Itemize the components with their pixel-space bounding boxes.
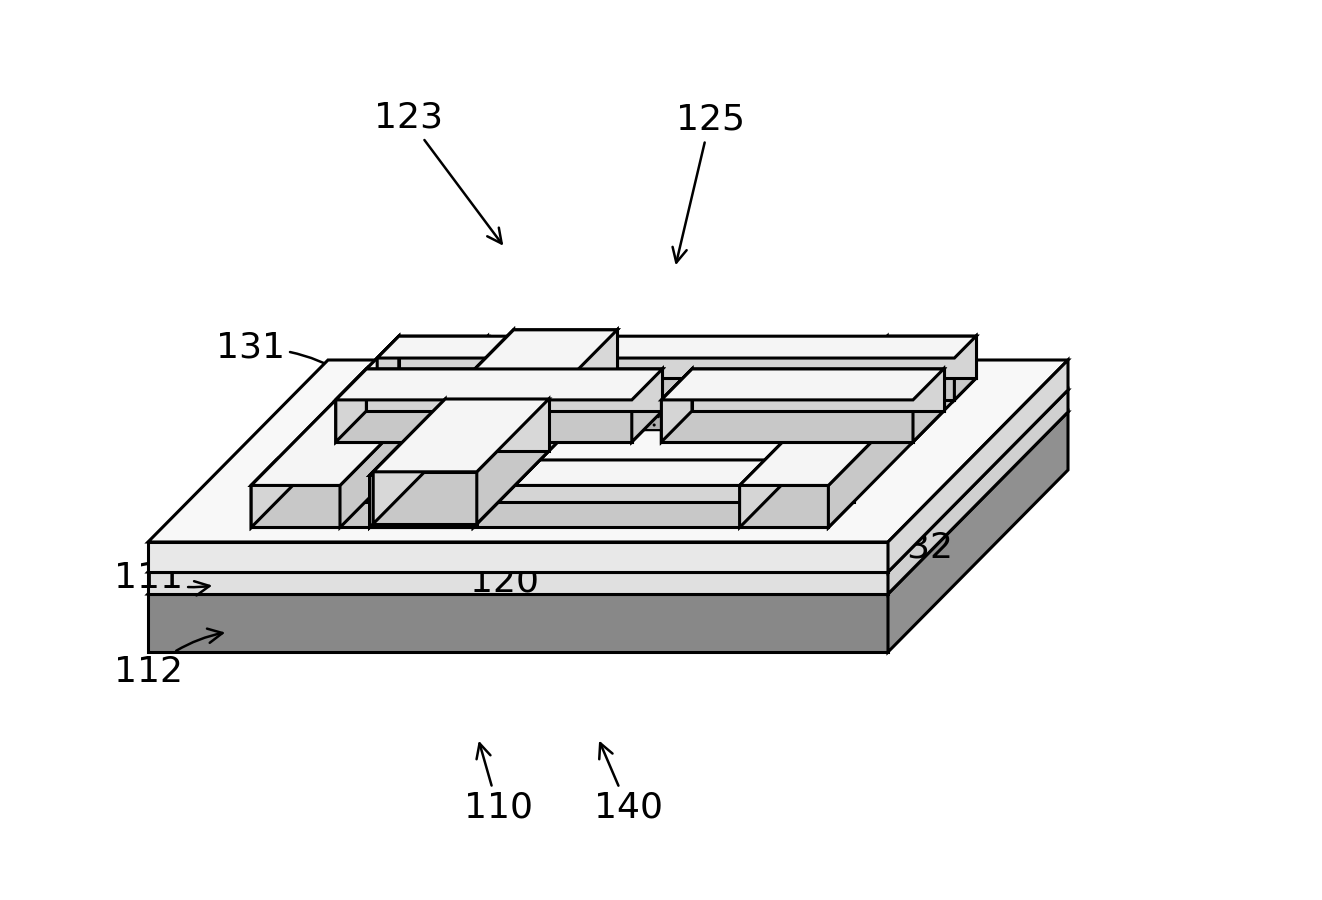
Text: 120: 120 (471, 554, 539, 599)
Polygon shape (399, 337, 488, 378)
Polygon shape (377, 358, 954, 400)
Polygon shape (691, 369, 944, 411)
Polygon shape (661, 400, 914, 442)
Polygon shape (251, 337, 399, 527)
Polygon shape (276, 460, 854, 502)
Polygon shape (370, 475, 473, 527)
Polygon shape (888, 360, 1068, 572)
Polygon shape (148, 390, 1068, 572)
Polygon shape (370, 329, 514, 527)
Polygon shape (370, 329, 617, 475)
Polygon shape (739, 337, 887, 527)
Polygon shape (739, 485, 829, 527)
Polygon shape (336, 369, 662, 400)
Polygon shape (632, 369, 662, 442)
Text: 125: 125 (673, 103, 744, 263)
Polygon shape (477, 399, 549, 524)
Polygon shape (251, 485, 829, 527)
Polygon shape (914, 369, 944, 442)
Polygon shape (336, 400, 632, 442)
Polygon shape (337, 403, 941, 430)
Polygon shape (370, 475, 473, 527)
Polygon shape (373, 472, 477, 524)
Polygon shape (373, 399, 549, 472)
Text: 123: 123 (374, 101, 501, 244)
Polygon shape (887, 337, 976, 378)
Polygon shape (377, 337, 399, 400)
Polygon shape (336, 400, 632, 442)
Polygon shape (340, 337, 488, 527)
Polygon shape (366, 369, 662, 411)
Polygon shape (829, 337, 976, 527)
Polygon shape (473, 329, 617, 527)
Polygon shape (148, 572, 888, 594)
Polygon shape (514, 329, 617, 382)
Polygon shape (473, 329, 617, 527)
Polygon shape (148, 412, 1068, 594)
Polygon shape (148, 594, 888, 652)
Polygon shape (661, 369, 944, 400)
Polygon shape (337, 403, 941, 430)
Polygon shape (373, 399, 446, 524)
Polygon shape (251, 337, 488, 485)
Polygon shape (661, 369, 691, 442)
Polygon shape (336, 369, 366, 442)
Polygon shape (251, 460, 854, 485)
Polygon shape (661, 400, 914, 442)
Polygon shape (399, 337, 976, 378)
Polygon shape (632, 369, 662, 442)
Text: 112: 112 (114, 628, 222, 689)
Text: 132: 132 (861, 527, 952, 565)
Polygon shape (370, 329, 514, 527)
Polygon shape (888, 390, 1068, 594)
Text: 140: 140 (594, 743, 662, 825)
Polygon shape (739, 337, 976, 485)
Polygon shape (661, 369, 944, 400)
Polygon shape (148, 542, 888, 572)
Text: 110: 110 (464, 743, 533, 825)
Text: 111: 111 (114, 561, 209, 596)
Polygon shape (888, 412, 1068, 652)
Polygon shape (336, 369, 366, 442)
Polygon shape (377, 337, 976, 358)
Polygon shape (251, 485, 340, 527)
Text: 131: 131 (215, 331, 386, 414)
Polygon shape (829, 460, 854, 527)
Polygon shape (661, 369, 691, 442)
Polygon shape (251, 460, 276, 527)
Polygon shape (336, 369, 662, 400)
Polygon shape (370, 329, 617, 475)
Polygon shape (914, 369, 944, 442)
Polygon shape (148, 360, 1068, 542)
Polygon shape (446, 399, 549, 451)
Polygon shape (954, 337, 976, 400)
Polygon shape (691, 369, 944, 411)
Polygon shape (366, 369, 662, 411)
Polygon shape (514, 329, 617, 382)
